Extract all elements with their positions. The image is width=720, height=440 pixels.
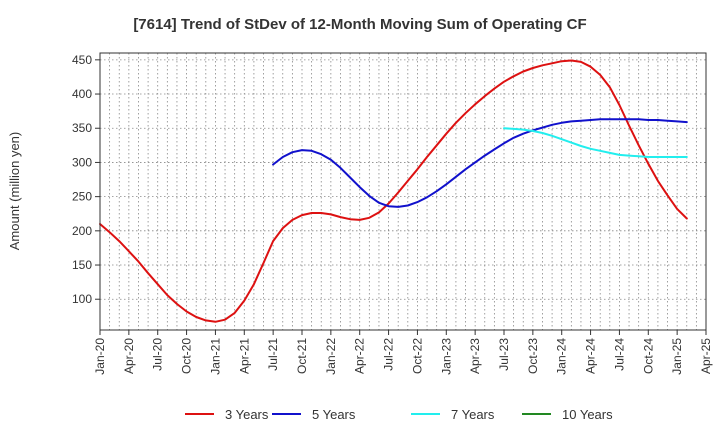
y-tick-label: 300: [72, 155, 92, 169]
y-tick-label: 150: [72, 258, 92, 272]
x-tick-label: Jan-24: [555, 338, 569, 375]
y-tick-label: 450: [72, 53, 92, 67]
x-tick-label: Apr-21: [237, 338, 251, 374]
y-axis-label: Amount (million yen): [7, 132, 22, 251]
x-tick-label: Jul-20: [151, 338, 165, 371]
series-line-5-years: [272, 118, 688, 208]
x-tick-label: Oct-22: [410, 338, 424, 374]
x-tick-label: Oct-24: [641, 338, 655, 374]
y-tick-label: 350: [72, 121, 92, 135]
legend-label-10-years: 10 Years: [562, 407, 613, 422]
legend-label-3-years: 3 Years: [225, 407, 269, 422]
x-tick-label: Oct-20: [180, 338, 194, 374]
x-tick-label: Apr-20: [122, 338, 136, 374]
y-tick-label: 400: [72, 87, 92, 101]
x-tick-label: Jul-22: [382, 338, 396, 371]
x-tick-label: Jan-25: [670, 338, 684, 375]
x-tick-label: Jan-20: [93, 338, 107, 375]
series-line-3-years: [99, 59, 688, 323]
legend-label-5-years: 5 Years: [312, 407, 356, 422]
x-tick-label: Jul-21: [266, 338, 280, 371]
legend-label-7-years: 7 Years: [451, 407, 495, 422]
x-tick-label: Jul-23: [497, 338, 511, 371]
x-tick-label: Jan-23: [439, 338, 453, 375]
legend: 3 Years 5 Years 7 Years 10 Years: [185, 407, 613, 422]
chart-title: [7614] Trend of StDev of 12-Month Moving…: [133, 16, 586, 33]
grid-lines: [99, 53, 707, 330]
plot-frame: [99, 52, 707, 331]
x-tick-label: Apr-22: [353, 338, 367, 374]
x-tick-label: Jan-21: [208, 338, 222, 375]
y-tick-label: 250: [72, 190, 92, 204]
x-tick-label: Apr-23: [468, 338, 482, 374]
series-lines: [99, 59, 688, 323]
series-line-7-years: [503, 127, 688, 158]
x-tick-label: Apr-24: [584, 338, 598, 374]
x-tick-label: Oct-23: [526, 338, 540, 374]
x-axis-ticks: Jan-20 Apr-20 Jul-20 Oct-20 Jan-21 Apr-21 Jul-…: [93, 330, 713, 375]
x-tick-label: Apr-25: [699, 338, 713, 374]
y-tick-label: 200: [72, 224, 92, 238]
y-axis-ticks: 100 150 200 250 300 350 400 450: [72, 53, 100, 306]
y-tick-label: 100: [72, 292, 92, 306]
x-tick-label: Oct-21: [295, 338, 309, 374]
x-tick-label: Jan-22: [324, 338, 338, 375]
x-tick-label: Jul-24: [612, 338, 626, 371]
